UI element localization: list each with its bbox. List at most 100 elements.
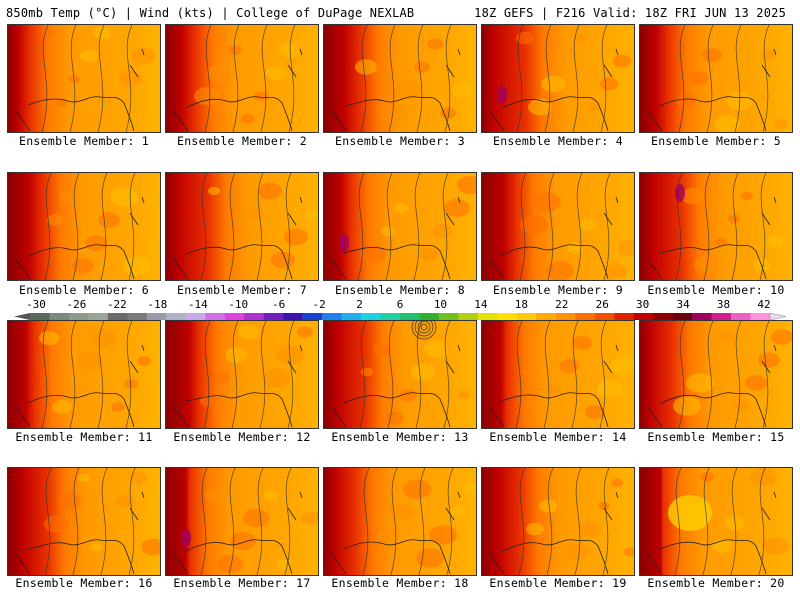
ensemble-member-map bbox=[7, 320, 161, 429]
ensemble-member-map bbox=[165, 320, 319, 429]
scale-color-step bbox=[633, 313, 654, 320]
ensemble-member-map bbox=[481, 320, 635, 429]
scale-color-step bbox=[302, 313, 323, 320]
ensemble-member-map bbox=[165, 467, 319, 576]
ensemble-member-map bbox=[639, 172, 793, 281]
scale-color-step bbox=[107, 313, 128, 320]
scale-color-step bbox=[166, 313, 187, 320]
ensemble-member-map bbox=[323, 467, 477, 576]
scale-color-step bbox=[458, 313, 479, 320]
ensemble-member-label: Ensemble Member: 16 bbox=[15, 576, 153, 590]
ensemble-member-label: Ensemble Member: 6 bbox=[18, 283, 150, 297]
ensemble-member-label: Ensemble Member: 7 bbox=[176, 283, 308, 297]
ensemble-member-map bbox=[323, 172, 477, 281]
ensemble-member-map bbox=[7, 467, 161, 576]
temperature-color-scale: -30 -26 -22 -18 -14 -10 -6 -2 2 6 10 14 18 22 26 30 34 38… bbox=[12, 298, 788, 326]
scale-color-step bbox=[30, 313, 50, 320]
scale-color-step bbox=[205, 313, 226, 320]
ensemble-member-map bbox=[7, 172, 161, 281]
scale-color-step bbox=[185, 313, 206, 320]
scale-color-step bbox=[555, 313, 576, 320]
scale-color-step bbox=[419, 313, 440, 320]
scale-color-step bbox=[88, 313, 109, 320]
scale-color-step bbox=[127, 313, 148, 320]
ensemble-member-map bbox=[639, 467, 793, 576]
scale-color-step bbox=[361, 313, 381, 320]
ensemble-member-map bbox=[165, 24, 319, 133]
scale-tick-label: 18 bbox=[514, 298, 528, 311]
scale-color-step bbox=[341, 313, 362, 320]
scale-color-step bbox=[438, 313, 459, 320]
scale-color-step bbox=[516, 313, 537, 320]
ensemble-member-label: Ensemble Member: 9 bbox=[492, 283, 624, 297]
ensemble-member-label: Ensemble Member: 19 bbox=[489, 576, 627, 590]
scale-color-step bbox=[400, 313, 420, 320]
scale-tick-label: -14 bbox=[187, 298, 208, 311]
scale-color-step bbox=[750, 313, 771, 320]
ensemble-member-label: Ensemble Member: 17 bbox=[173, 576, 311, 590]
ensemble-member-map bbox=[323, 24, 477, 133]
scale-tick-label: -10 bbox=[228, 298, 249, 311]
model-valid-time: 18Z GEFS | F216 Valid: 18Z FRI JUN 13 20… bbox=[474, 6, 786, 20]
ensemble-member-label: Ensemble Member: 3 bbox=[334, 134, 466, 148]
scale-color-step bbox=[672, 313, 693, 320]
scale-color-step bbox=[224, 313, 245, 320]
scale-arrow-right bbox=[769, 312, 787, 321]
scale-tick-label: -26 bbox=[66, 298, 87, 311]
scale-tick-label: -30 bbox=[26, 298, 46, 311]
ensemble-member-label: Ensemble Member: 18 bbox=[331, 576, 469, 590]
scale-color-step bbox=[244, 313, 264, 320]
scale-tick-label: -18 bbox=[147, 298, 168, 311]
scale-color-step bbox=[322, 313, 342, 320]
ensemble-member-map bbox=[639, 24, 793, 133]
scale-color-step bbox=[477, 313, 498, 320]
ensemble-member-label: Ensemble Member: 2 bbox=[176, 134, 308, 148]
ensemble-member-label: Ensemble Member: 15 bbox=[647, 430, 785, 444]
scale-color-step bbox=[614, 313, 634, 320]
scale-tick-label: 22 bbox=[555, 298, 569, 311]
scale-tick-label: 34 bbox=[676, 298, 690, 311]
color-scale-bar bbox=[14, 312, 787, 321]
scale-color-step bbox=[594, 313, 615, 320]
map-title: 850mb Temp (°C) | Wind (kts) | College o… bbox=[6, 6, 415, 20]
scale-color-step bbox=[711, 313, 732, 320]
ensemble-member-map bbox=[323, 320, 477, 429]
ensemble-member-label: Ensemble Member: 10 bbox=[647, 283, 785, 297]
ensemble-member-map bbox=[639, 320, 793, 429]
scale-color-step bbox=[146, 313, 167, 320]
scale-arrow-left bbox=[14, 313, 30, 320]
scale-tick-label: 6 bbox=[396, 298, 404, 311]
scale-color-step bbox=[731, 313, 751, 320]
scale-color-step bbox=[536, 313, 557, 320]
ensemble-member-map bbox=[7, 24, 161, 133]
scale-color-step bbox=[497, 313, 518, 320]
ensemble-member-label: Ensemble Member: 14 bbox=[489, 430, 627, 444]
scale-tick-label: 2 bbox=[356, 298, 363, 311]
ensemble-member-label: Ensemble Member: 20 bbox=[647, 576, 785, 590]
scale-color-step bbox=[692, 313, 712, 320]
ensemble-member-label: Ensemble Member: 5 bbox=[650, 134, 782, 148]
scale-tick-label: 42 bbox=[757, 298, 771, 311]
ensemble-member-label: Ensemble Member: 12 bbox=[173, 430, 311, 444]
ensemble-member-map bbox=[481, 467, 635, 576]
ensemble-member-label: Ensemble Member: 8 bbox=[334, 283, 466, 297]
ensemble-member-label: Ensemble Member: 4 bbox=[492, 134, 624, 148]
scale-tick-label: -22 bbox=[106, 298, 127, 311]
ensemble-member-label: Ensemble Member: 13 bbox=[331, 430, 469, 444]
scale-tick-label: 30 bbox=[636, 298, 650, 311]
ensemble-member-map bbox=[481, 24, 635, 133]
scale-tick-label: 14 bbox=[474, 298, 488, 311]
scale-color-step bbox=[380, 313, 401, 320]
ensemble-member-map bbox=[481, 172, 635, 281]
scale-color-step bbox=[49, 313, 70, 320]
scale-color-step bbox=[653, 313, 673, 320]
ensemble-member-map bbox=[165, 172, 319, 281]
scale-color-step bbox=[283, 313, 303, 320]
scale-tick-label: 38 bbox=[716, 298, 731, 311]
scale-tick-label: 26 bbox=[595, 298, 609, 311]
scale-color-step bbox=[575, 313, 596, 320]
ensemble-member-label: Ensemble Member: 1 bbox=[18, 134, 150, 148]
scale-tick-label: 10 bbox=[433, 298, 448, 311]
scale-tick-label: -6 bbox=[272, 298, 286, 311]
